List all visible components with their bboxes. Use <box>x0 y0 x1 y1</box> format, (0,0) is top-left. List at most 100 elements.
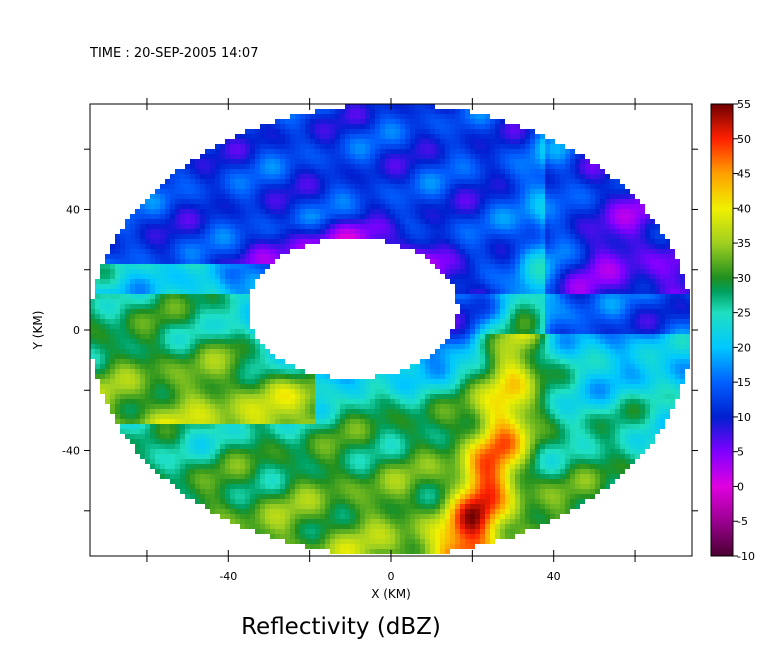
reflectivity-cell <box>175 259 180 264</box>
reflectivity-cell <box>390 389 395 394</box>
reflectivity-cell <box>450 369 455 374</box>
reflectivity-cell <box>130 384 135 389</box>
reflectivity-cell <box>265 214 270 219</box>
reflectivity-cell <box>210 244 215 249</box>
reflectivity-cell <box>225 184 230 189</box>
reflectivity-cell <box>665 269 670 274</box>
reflectivity-cell <box>580 159 585 164</box>
reflectivity-cell <box>185 309 190 314</box>
reflectivity-cell <box>215 149 220 154</box>
reflectivity-cell <box>525 364 530 369</box>
reflectivity-cell <box>500 304 505 309</box>
reflectivity-cell <box>185 374 190 379</box>
reflectivity-cell <box>345 229 350 234</box>
reflectivity-cell <box>150 199 155 204</box>
reflectivity-cell <box>360 229 365 234</box>
reflectivity-cell <box>605 374 610 379</box>
reflectivity-cell <box>520 299 525 304</box>
reflectivity-cell <box>585 209 590 214</box>
reflectivity-cell <box>515 254 520 259</box>
reflectivity-cell <box>560 184 565 189</box>
reflectivity-cell <box>545 174 550 179</box>
reflectivity-cell <box>500 394 505 399</box>
reflectivity-cell <box>235 164 240 169</box>
reflectivity-cell <box>415 239 420 244</box>
reflectivity-cell <box>585 279 590 284</box>
reflectivity-cell <box>500 134 505 139</box>
reflectivity-cell <box>335 179 340 184</box>
reflectivity-cell <box>180 324 185 329</box>
reflectivity-cell <box>100 379 105 384</box>
reflectivity-cell <box>255 184 260 189</box>
reflectivity-cell <box>235 344 240 349</box>
reflectivity-cell <box>590 229 595 234</box>
reflectivity-cell <box>240 194 245 199</box>
reflectivity-cell <box>280 249 285 254</box>
reflectivity-cell <box>225 289 230 294</box>
reflectivity-cell <box>285 179 290 184</box>
reflectivity-cell <box>410 129 415 134</box>
reflectivity-cell <box>120 229 125 234</box>
reflectivity-cell <box>185 369 190 374</box>
reflectivity-cell <box>505 199 510 204</box>
reflectivity-cell <box>565 209 570 214</box>
reflectivity-cell <box>205 254 210 259</box>
reflectivity-cell <box>620 264 625 269</box>
reflectivity-cell <box>395 204 400 209</box>
reflectivity-cell <box>505 349 510 354</box>
reflectivity-cell <box>490 234 495 239</box>
reflectivity-cell <box>630 204 635 209</box>
reflectivity-cell <box>620 369 625 374</box>
reflectivity-cell <box>540 209 545 214</box>
reflectivity-cell <box>610 279 615 284</box>
reflectivity-cell <box>465 394 470 399</box>
reflectivity-cell <box>635 229 640 234</box>
reflectivity-cell <box>590 199 595 204</box>
reflectivity-cell <box>325 149 330 154</box>
reflectivity-cell <box>165 314 170 319</box>
reflectivity-cell <box>175 344 180 349</box>
reflectivity-cell <box>675 319 680 324</box>
reflectivity-cell <box>310 179 315 184</box>
reflectivity-cell <box>525 189 530 194</box>
reflectivity-cell <box>355 119 360 124</box>
reflectivity-cell <box>410 224 415 229</box>
reflectivity-cell <box>275 119 280 124</box>
reflectivity-cell <box>195 314 200 319</box>
reflectivity-cell <box>545 304 550 309</box>
reflectivity-cell <box>160 279 165 284</box>
reflectivity-cell <box>400 134 405 139</box>
reflectivity-cell <box>655 249 660 254</box>
reflectivity-cell <box>225 364 230 369</box>
reflectivity-cell <box>460 139 465 144</box>
reflectivity-cell <box>445 219 450 224</box>
reflectivity-cell <box>575 229 580 234</box>
reflectivity-cell <box>355 379 360 384</box>
reflectivity-cell <box>585 319 590 324</box>
reflectivity-cell <box>140 244 145 249</box>
reflectivity-cell <box>125 264 130 269</box>
reflectivity-cell <box>210 369 215 374</box>
reflectivity-cell <box>160 299 165 304</box>
reflectivity-cell <box>305 184 310 189</box>
reflectivity-cell <box>645 359 650 364</box>
reflectivity-cell <box>415 174 420 179</box>
reflectivity-cell <box>425 219 430 224</box>
reflectivity-cell <box>630 299 635 304</box>
reflectivity-cell <box>140 394 145 399</box>
reflectivity-cell <box>155 329 160 334</box>
reflectivity-cell <box>345 389 350 394</box>
reflectivity-cell <box>385 129 390 134</box>
reflectivity-cell <box>190 199 195 204</box>
reflectivity-cell <box>250 279 255 284</box>
reflectivity-cell <box>275 124 280 129</box>
reflectivity-cell <box>365 159 370 164</box>
reflectivity-cell <box>260 124 265 129</box>
reflectivity-cell <box>535 199 540 204</box>
reflectivity-cell <box>420 244 425 249</box>
reflectivity-cell <box>440 224 445 229</box>
reflectivity-cell <box>660 339 665 344</box>
reflectivity-cell <box>285 199 290 204</box>
reflectivity-cell <box>195 184 200 189</box>
reflectivity-cell <box>300 119 305 124</box>
